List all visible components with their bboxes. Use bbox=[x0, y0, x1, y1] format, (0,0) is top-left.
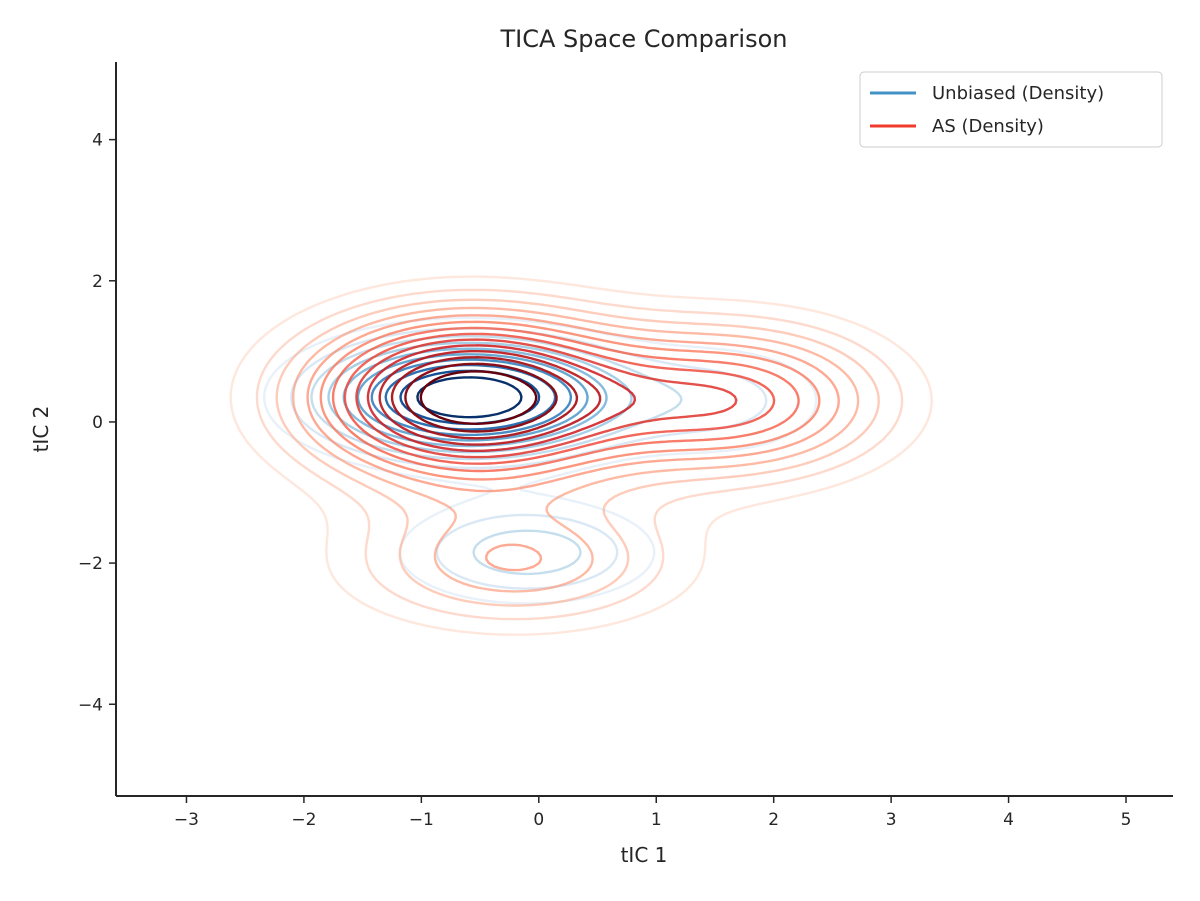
y-ticks: −4 −2 0 2 4 bbox=[78, 131, 116, 715]
contour-level bbox=[366, 344, 637, 452]
legend-label-as: AS (Density) bbox=[932, 116, 1044, 137]
contour-level bbox=[292, 306, 860, 593]
contour-level bbox=[319, 320, 821, 481]
legend-box bbox=[859, 71, 1163, 148]
contour-level bbox=[306, 314, 840, 572]
x-tick-label: 4 bbox=[1003, 810, 1014, 830]
contour-level bbox=[378, 350, 602, 446]
contour-level bbox=[343, 332, 776, 465]
axes bbox=[115, 62, 1173, 797]
contour-level bbox=[416, 376, 523, 419]
x-tick-label: −3 bbox=[174, 810, 199, 830]
contour-level bbox=[275, 298, 880, 607]
x-axis-label: tIC 1 bbox=[621, 843, 668, 867]
contour-level bbox=[404, 362, 558, 433]
legend-label-unbiased: Unbiased (Density) bbox=[932, 83, 1104, 104]
x-tick-label: 2 bbox=[768, 810, 779, 830]
x-tick-label: 1 bbox=[651, 810, 662, 830]
x-tick-label: −1 bbox=[409, 810, 434, 830]
y-tick-label: −4 bbox=[78, 695, 103, 715]
contour-level bbox=[355, 338, 738, 459]
y-tick-label: 4 bbox=[92, 131, 103, 151]
contour-layer bbox=[229, 275, 933, 636]
legend: Unbiased (Density) AS (Density) bbox=[859, 71, 1163, 148]
x-tick-label: −2 bbox=[291, 810, 316, 830]
contour-level bbox=[419, 370, 538, 425]
contour-level bbox=[331, 326, 800, 473]
x-tick-label: 5 bbox=[1121, 810, 1132, 830]
contour-level bbox=[255, 288, 904, 621]
contour-level bbox=[310, 335, 683, 576]
contour-level bbox=[390, 356, 579, 440]
contour-level bbox=[370, 358, 573, 437]
y-tick-label: −2 bbox=[78, 554, 103, 574]
chart-title: TICA Space Comparison bbox=[499, 25, 787, 53]
contour-level bbox=[229, 275, 933, 636]
x-ticks: −3 −2 −1 0 1 2 3 4 5 bbox=[174, 796, 1132, 830]
y-tick-label: 0 bbox=[92, 413, 103, 433]
y-axis-label: tIC 2 bbox=[29, 406, 53, 453]
x-tick-label: 0 bbox=[533, 810, 544, 830]
x-tick-label: 3 bbox=[886, 810, 897, 830]
contour-set-as bbox=[229, 275, 933, 636]
y-tick-label: 2 bbox=[92, 272, 103, 292]
